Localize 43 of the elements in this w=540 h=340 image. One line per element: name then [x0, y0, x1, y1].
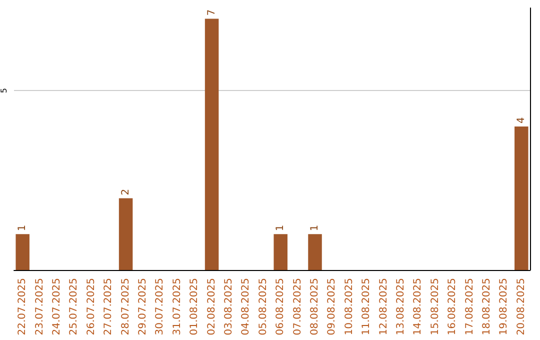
x-tick-label: 12.08.2025	[378, 278, 390, 336]
x-tick-label: 01.08.2025	[189, 278, 200, 336]
x-tick-label: 28.07.2025	[120, 278, 132, 336]
data-label: 4	[516, 117, 527, 124]
x-tick-label: 18.08.2025	[482, 278, 492, 336]
y-tick-label: 5	[0, 88, 8, 94]
x-tick-label: 08.08.2025	[310, 278, 320, 336]
x-tick-label: 30.07.2025	[154, 278, 166, 336]
x-tick-label: 02.08.2025	[206, 278, 218, 336]
x-tick-label: 11.08.2025	[361, 278, 372, 336]
x-tick-label: 17.08.2025	[464, 278, 476, 336]
x-tick-label: 10.08.2025	[344, 278, 355, 336]
x-tick-label: 29.07.2025	[138, 278, 148, 336]
bar	[204, 18, 219, 270]
x-tick-label: 14.08.2025	[412, 278, 424, 336]
x-tick-label: 16.08.2025	[447, 278, 458, 336]
x-tick-label: 27.07.2025	[103, 278, 114, 336]
data-label: 7	[206, 9, 218, 16]
x-tick-label: 23.07.2025	[34, 278, 46, 336]
x-tick-label: 31.07.2025	[172, 278, 183, 336]
x-tick-label: 25.07.2025	[68, 278, 80, 336]
data-label: 1	[310, 224, 320, 232]
data-label: 2	[120, 188, 132, 196]
x-tick-label: 15.08.2025	[430, 278, 441, 336]
x-tick-label: 20.08.2025	[516, 278, 527, 336]
x-tick-label: 13.08.2025	[396, 278, 406, 336]
bar	[274, 234, 288, 270]
x-tick-label: 07.08.2025	[292, 278, 304, 336]
x-tick-label: 04.08.2025	[240, 278, 252, 336]
x-tick-label: 19.08.2025	[498, 278, 510, 336]
x-tick-label: 22.07.2025	[17, 278, 28, 336]
x-tick-label: 26.07.2025	[86, 278, 97, 336]
bar	[16, 234, 30, 270]
x-tick-label: 09.08.2025	[326, 278, 338, 336]
data-label: 1	[17, 224, 28, 232]
bar	[308, 234, 322, 270]
data-label: 1	[275, 224, 286, 232]
bar	[514, 126, 528, 270]
bar	[118, 198, 133, 270]
x-tick-label: 24.07.2025	[52, 278, 62, 336]
x-tick-label: 05.08.2025	[258, 278, 269, 336]
x-tick-label: 06.08.2025	[275, 278, 286, 336]
x-tick-label: 03.08.2025	[224, 278, 234, 336]
